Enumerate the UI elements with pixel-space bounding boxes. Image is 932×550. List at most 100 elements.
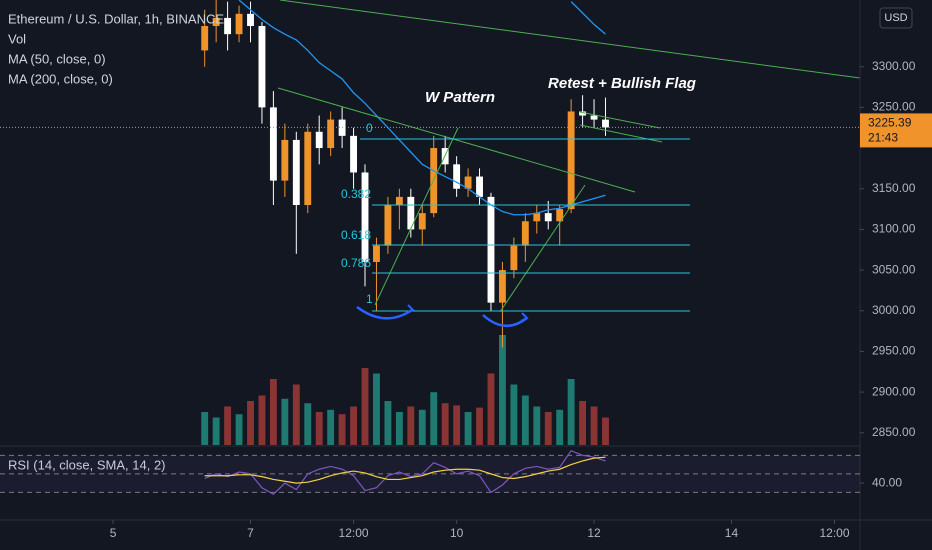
volume-bar (304, 403, 312, 445)
volume-bar (453, 405, 461, 445)
candle-body (235, 13, 243, 35)
y-tick-label: 3050.00 (872, 262, 916, 276)
candle-body (201, 26, 209, 51)
candle-body (269, 107, 277, 181)
y-tick-label: 2950.00 (872, 344, 916, 358)
y-tick-label: 3250.00 (872, 100, 916, 114)
y-tick-label: 2900.00 (872, 384, 916, 398)
drawings (277, 0, 861, 327)
candle-body (281, 139, 289, 181)
volume-bar (327, 409, 335, 445)
volume-bar (350, 406, 357, 445)
candle-body (487, 196, 495, 303)
volume-bar (269, 379, 277, 445)
candle-body (602, 119, 609, 128)
candle-body (407, 196, 415, 230)
volume-bar (338, 414, 346, 445)
price-tag-label: 3225.39 (868, 116, 912, 130)
x-tick-label: 7 (247, 526, 254, 540)
rsi-line (204, 449, 606, 495)
currency: USD (884, 12, 907, 24)
x-tick-label: 12:00 (339, 526, 369, 540)
candle-body (453, 164, 461, 189)
fib-label: 0.382 (341, 187, 371, 201)
volume-bar (281, 398, 289, 445)
volume-bar (235, 414, 243, 445)
candle-body (247, 13, 254, 27)
y-tick-label: 3300.00 (872, 59, 916, 73)
ma-line (238, 0, 606, 216)
volume-bar (361, 368, 369, 445)
countdown: 21:43 (868, 131, 898, 145)
candle-body (327, 119, 335, 149)
arrow-head (520, 312, 529, 322)
volume-bar (292, 384, 300, 445)
volume-bar (224, 406, 232, 445)
legend-item: MA (50, close, 0) (8, 51, 106, 66)
y-tick-label: 3100.00 (872, 222, 916, 236)
volume-bar (430, 392, 438, 445)
candle-body (476, 176, 483, 197)
y-tick-label: 40.00 (872, 475, 902, 489)
candle-body (373, 245, 380, 262)
x-tick-label: 12 (587, 526, 601, 540)
trendline (279, 0, 861, 79)
candle-body (292, 139, 300, 206)
rsi-sma-line (204, 456, 606, 484)
trendline (499, 184, 586, 313)
x-tick-label: 10 (450, 526, 464, 540)
y-tick-label: 2850.00 (872, 425, 916, 439)
volume-bar (476, 407, 483, 445)
fib-label: 0.618 (341, 228, 371, 242)
candle-body (498, 270, 506, 303)
legend-item: Vol (8, 31, 26, 46)
arrow-head (406, 304, 415, 314)
volume-bar (487, 373, 495, 445)
x-tick-label: 5 (110, 526, 117, 540)
currency-box (879, 7, 913, 29)
volume-bar (567, 379, 575, 445)
candle-body (464, 176, 472, 189)
x-tick-label: 14 (725, 526, 739, 540)
fib-label: 0.786 (341, 256, 371, 270)
ma-line (570, 1, 606, 35)
candle-body (315, 131, 323, 149)
volume-bar (212, 417, 220, 445)
candle-body (590, 115, 598, 120)
volume-bar (258, 395, 266, 445)
candle-body (258, 26, 266, 108)
volume-bar (247, 401, 254, 445)
volume-bar (579, 401, 587, 445)
candle-body (533, 213, 541, 222)
plot (201, 0, 609, 445)
trendline (374, 127, 459, 306)
flag-line (579, 111, 661, 129)
candle-body (556, 209, 564, 222)
volume-bar (395, 412, 403, 445)
candle-body (395, 196, 403, 206)
annotation: Retest + Bullish Flag (548, 75, 696, 92)
volume-bar (556, 409, 564, 445)
legend-item: MA (200, close, 0) (8, 71, 113, 86)
axes: 2850.00 2900.00 2950.00 3000.00 3050.00 3100.… (110, 59, 916, 540)
x-tick-label: 12:00 (820, 526, 850, 540)
volume-bar (544, 412, 552, 445)
volume-bar (407, 406, 415, 445)
volume-bar (384, 401, 392, 445)
candle-body (521, 221, 529, 246)
rsi-title: RSI (14, close, SMA, 14, 2) (8, 457, 166, 472)
volume-bar (498, 335, 506, 445)
volume-bar (464, 412, 472, 445)
volume-bar (510, 384, 518, 445)
candle-body (579, 111, 587, 116)
candle-body (212, 17, 220, 27)
candle-body (567, 111, 575, 210)
price-tag (860, 113, 932, 148)
y-tick-label: 3000.00 (872, 303, 916, 317)
fib-label: 0 (366, 121, 373, 135)
candle-body (361, 172, 369, 262)
volume-bar (521, 395, 529, 445)
annotation: W Pattern (425, 89, 495, 106)
